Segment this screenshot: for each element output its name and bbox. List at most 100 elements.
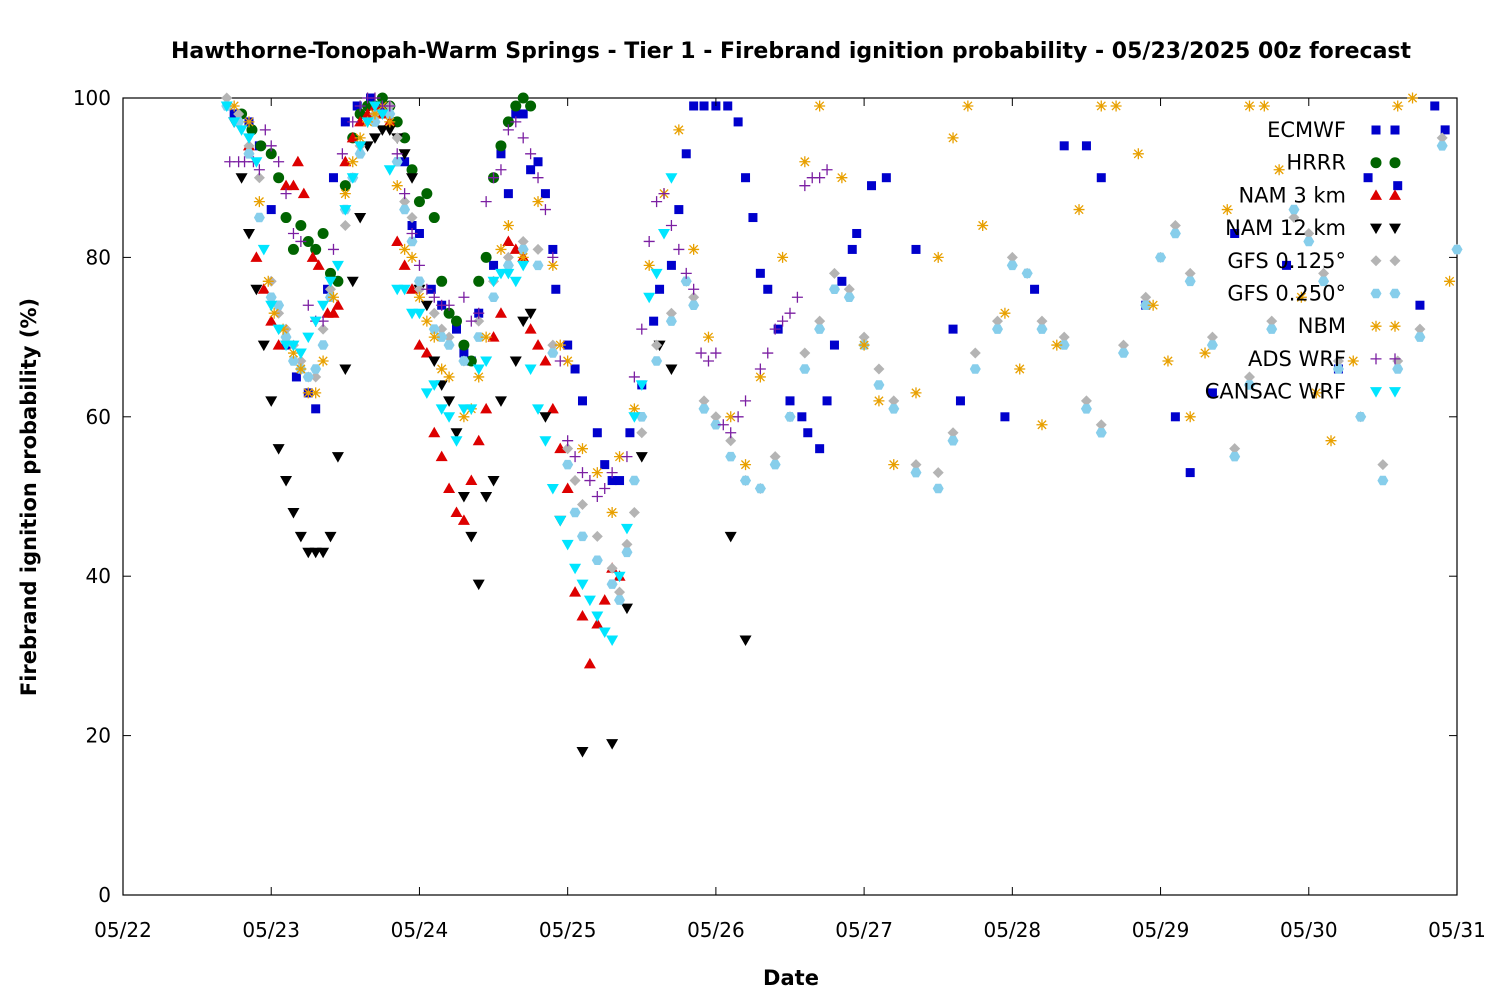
data-point [784, 307, 796, 319]
data-point [769, 323, 781, 335]
data-point [680, 267, 692, 279]
data-point [1000, 412, 1010, 422]
data-point [443, 340, 455, 350]
data-point [725, 435, 737, 447]
data-point [606, 579, 618, 589]
data-point [280, 332, 292, 342]
data-point [295, 363, 307, 375]
data-point [265, 148, 277, 160]
data-point [458, 339, 470, 351]
plot-frame [122, 97, 1458, 896]
data-point [346, 173, 359, 184]
data-point [1021, 268, 1033, 279]
data-point [220, 101, 233, 112]
data-point [858, 339, 870, 351]
data-point [294, 531, 307, 543]
data-point [502, 251, 514, 263]
data-point [510, 100, 522, 112]
data-point [576, 443, 588, 455]
data-point [1230, 228, 1240, 238]
legend-label: ECMWF [1267, 118, 1346, 142]
data-point [754, 363, 766, 375]
data-point [829, 340, 839, 350]
data-point [524, 364, 537, 375]
data-point [1207, 388, 1217, 398]
data-point [459, 348, 469, 358]
data-point [547, 339, 559, 351]
data-point [1132, 148, 1144, 160]
data-point [1436, 141, 1448, 151]
data-point [280, 188, 292, 200]
data-point [228, 100, 240, 112]
data-point [717, 419, 729, 431]
data-point [561, 539, 574, 551]
y-tick-label: 100 [73, 86, 111, 110]
data-point [347, 156, 359, 168]
data-point [1303, 236, 1315, 247]
data-point [532, 172, 544, 184]
data-point [591, 618, 604, 629]
data-point [591, 530, 603, 542]
data-point [1058, 331, 1070, 343]
data-point [814, 315, 826, 327]
data-point [428, 324, 440, 334]
data-point [576, 747, 589, 758]
data-point [309, 316, 322, 328]
data-point [699, 101, 709, 111]
data-point [435, 404, 448, 415]
data-point [710, 347, 722, 359]
data-point [1096, 173, 1106, 183]
data-point [635, 380, 648, 391]
data-point [911, 244, 921, 254]
data-point [421, 283, 433, 295]
data-point [272, 339, 285, 350]
legend-label: NAM 3 km [1238, 183, 1346, 207]
data-point [948, 324, 958, 334]
data-point [312, 259, 325, 270]
data-point [821, 164, 833, 176]
data-point [620, 523, 633, 535]
data-point [443, 307, 455, 319]
data-point [815, 444, 825, 454]
data-point [592, 428, 602, 438]
data-point [253, 196, 265, 208]
data-point [962, 100, 974, 112]
data-point [1392, 100, 1404, 112]
data-point [517, 260, 530, 272]
data-point [1451, 244, 1463, 255]
data-point [1347, 355, 1359, 367]
legend-marker [1389, 223, 1401, 235]
data-point [740, 459, 752, 471]
data-point [413, 259, 425, 271]
data-point [591, 467, 603, 479]
data-point [306, 251, 319, 262]
data-point [769, 459, 781, 470]
data-point [613, 571, 626, 583]
data-point [291, 155, 304, 167]
data-point [740, 395, 752, 407]
data-point [625, 428, 635, 438]
data-point [1110, 100, 1122, 112]
data-point [384, 100, 396, 112]
legend-marker [1370, 353, 1382, 365]
data-point [428, 291, 440, 303]
data-point [266, 205, 276, 215]
data-point [628, 403, 640, 415]
data-point [1118, 339, 1129, 351]
data-point [465, 315, 477, 327]
data-point [1081, 141, 1091, 151]
data-point [406, 227, 418, 239]
data-point [302, 372, 314, 382]
legend-marker [1389, 353, 1401, 365]
data-point [361, 107, 374, 119]
data-point [391, 132, 403, 144]
data-point [1206, 340, 1218, 350]
data-point [576, 610, 589, 621]
data-point [327, 291, 339, 303]
data-point [852, 228, 862, 238]
data-point [250, 157, 263, 168]
data-point [458, 291, 470, 303]
data-point [665, 173, 678, 184]
data-point [1318, 276, 1330, 287]
data-point [436, 323, 448, 335]
